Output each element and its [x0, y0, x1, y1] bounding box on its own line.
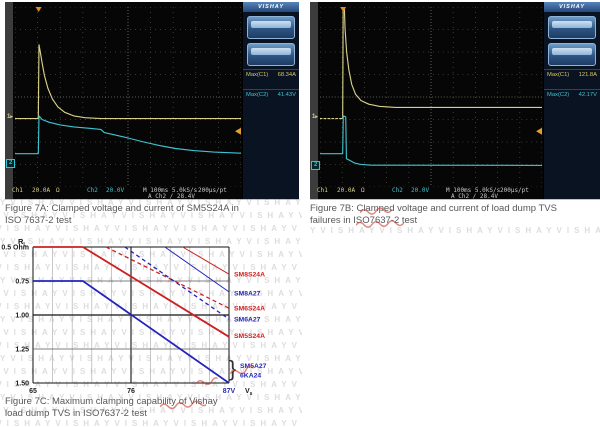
series-label: SM8S24A: [234, 272, 265, 279]
ch1-current-trace: [15, 44, 241, 120]
caption-line: failures in ISO7637-2 test: [310, 215, 418, 226]
trigger-readout: A Ch2 ∕ 28.4V: [451, 193, 498, 200]
series-label: SM5A27: [240, 363, 267, 370]
panel-button: [247, 43, 295, 66]
ch2-zero-marker: 2: [6, 159, 16, 168]
caption-line: Figure 7B: Clamped voltage and current o…: [310, 203, 557, 214]
series-label: SM5S24A: [234, 333, 265, 340]
series-SM6A27: [124, 246, 230, 320]
scope-left-band: [5, 2, 13, 199]
vishay-logo: VISHAY: [544, 2, 600, 12]
max-c1-label: Max(C1): [246, 72, 269, 78]
panel-button: [548, 43, 596, 66]
ch1-label: Ch1: [12, 187, 23, 194]
resolution-readout: 200μs/pt: [198, 187, 227, 194]
caption-line: load dump TVS in ISO7637-2 test: [5, 408, 147, 419]
caption-line: Figure 7C: Maximum clamping capability o…: [5, 396, 218, 407]
panel-button: [247, 16, 295, 39]
trigger-level-marker: [235, 127, 241, 135]
series-SM6S24A: [105, 246, 230, 309]
x-tick-label: 65: [29, 388, 37, 395]
trigger-position-marker: [35, 7, 42, 12]
panel-button: [548, 16, 596, 39]
y-axis-label: RL: [18, 237, 26, 248]
trigger-level-marker: [536, 127, 542, 135]
ch1-scale: 20.0A: [337, 187, 356, 194]
ch1-coupling: Ω: [361, 187, 365, 194]
figure-7b-oscillogram: 1 2 Ch1 20.0A Ω Ch2 20.0V M 100ms 5.0kS/…: [310, 2, 600, 200]
ch1-zero-marker: 1: [312, 114, 318, 121]
max-c2-label: Max(C2): [547, 92, 570, 98]
max-c2-readout: Max(C2) 42.17V: [544, 89, 600, 99]
max-c1-readout: Max(C1) 121.8A: [544, 69, 600, 79]
timebase-readout: M 100ms 5.0kS/s: [446, 187, 501, 194]
ch2-voltage-trace: [15, 115, 241, 155]
ch1-label: Ch1: [317, 187, 328, 194]
figure-7a-caption: Figure 7A: Clamped voltage and current o…: [5, 203, 297, 227]
scope-side-panel: VISHAY Max(C1) 68.34A Max(C2) 41.43V: [242, 2, 299, 199]
ch1-scale: 20.0A: [32, 187, 51, 194]
ch2-scale: 20.0V: [411, 187, 430, 194]
vishay-logo: VISHAY: [243, 2, 299, 12]
x-axis-label: Vs: [245, 388, 253, 397]
y-tick-label: 1.25: [15, 347, 29, 354]
ch1-zero-marker: 1: [7, 114, 13, 121]
ch1-current-trace: [342, 7, 542, 120]
y-tick-label: 1.50: [15, 381, 29, 388]
caption-line: ISO 7637-2 test: [5, 215, 72, 226]
ch2-label: Ch2: [392, 187, 403, 194]
max-c2-readout: Max(C2) 41.43V: [243, 89, 299, 99]
max-c2-label: Max(C2): [246, 92, 269, 98]
scope-side-panel: VISHAY Max(C1) 121.8A Max(C2) 42.17V: [543, 2, 600, 199]
series-SM5S24A: [33, 246, 230, 338]
scope-waveform-plot: [320, 7, 542, 187]
x-tick-label: 87V: [223, 388, 236, 395]
series-label: SM6A27: [234, 317, 261, 324]
series-SM8A27: [164, 246, 230, 293]
series-SM8S24A: [182, 246, 230, 275]
caption-line: Figure 7A: Clamped voltage and current o…: [5, 203, 239, 214]
scope-waveform-plot: [15, 7, 241, 187]
scope-left-band: [310, 2, 318, 199]
trigger-position-marker: [340, 7, 347, 12]
y-tick-label: 1.00: [15, 313, 29, 320]
y-tick-label: 0.5 Ohm: [1, 245, 29, 252]
max-c1-value: 121.8A: [578, 72, 597, 78]
series-label: SM8A27: [234, 291, 261, 298]
figure-7b-caption: Figure 7B: Clamped voltage and current o…: [310, 203, 600, 227]
y-tick-label: 0.75: [15, 279, 29, 286]
figure-7c-caption: Figure 7C: Maximum clamping capability o…: [5, 396, 297, 420]
resolution-readout: 200μs/pt: [500, 187, 529, 194]
ch1-coupling: Ω: [56, 187, 60, 194]
max-c1-readout: Max(C1) 68.34A: [243, 69, 299, 79]
max-c2-value: 41.43V: [277, 92, 296, 98]
max-c1-value: 68.34A: [277, 72, 296, 78]
max-c1-label: Max(C1): [547, 72, 570, 78]
x-tick-label: 76: [127, 388, 135, 395]
ch2-scale: 20.0V: [106, 187, 125, 194]
ch2-zero-marker: 2: [311, 161, 321, 170]
figure-7a-oscillogram: 1 2 Ch1 20.0A Ω Ch2 20.0V M 100ms 5.0kS/…: [5, 2, 299, 200]
timebase-readout: M 100ms 5.0kS/s: [143, 187, 198, 194]
series-SM5A27 / 6KA24: [33, 280, 230, 384]
brace-glyph: }: [229, 356, 236, 381]
ch2-label: Ch2: [87, 187, 98, 194]
max-c2-value: 42.17V: [578, 92, 597, 98]
ch2-voltage-trace: [320, 115, 542, 166]
series-label: SM6S24A: [234, 306, 265, 313]
series-label: 6KA24: [240, 372, 261, 379]
trigger-readout: A Ch2 ∕ 28.4V: [148, 193, 195, 200]
